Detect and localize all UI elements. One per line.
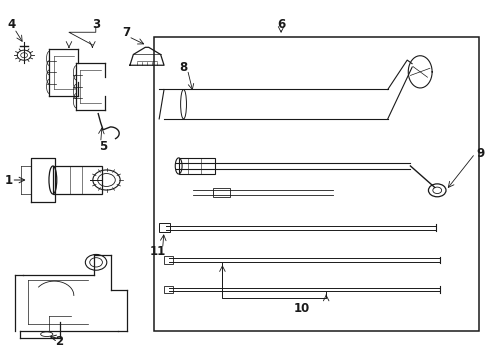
Bar: [163, 256, 172, 264]
Text: 8: 8: [179, 60, 187, 73]
Text: 3: 3: [92, 18, 100, 31]
Text: 4: 4: [8, 18, 16, 31]
Bar: [178, 158, 215, 174]
Text: 6: 6: [276, 18, 285, 31]
Text: 1: 1: [4, 174, 13, 186]
Text: 9: 9: [475, 147, 484, 160]
Bar: [159, 224, 169, 232]
Text: 2: 2: [55, 335, 63, 348]
Text: 5: 5: [99, 140, 107, 153]
Text: 7: 7: [122, 27, 130, 40]
Bar: [154, 37, 478, 330]
Text: 10: 10: [293, 302, 309, 315]
Bar: [212, 188, 229, 197]
Bar: [53, 166, 102, 194]
Text: 11: 11: [149, 245, 165, 258]
Bar: [163, 286, 172, 293]
